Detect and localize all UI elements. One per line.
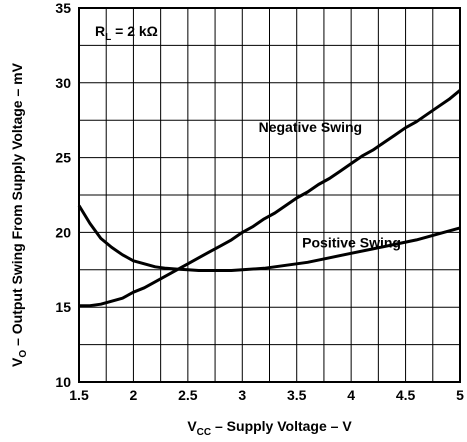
x-tick-label: 5 — [456, 387, 464, 403]
x-tick-label: 3.5 — [287, 387, 307, 403]
grid — [78, 7, 461, 383]
annotation-main: R — [95, 23, 105, 39]
annotation-rest: = 2 kΩ — [111, 23, 158, 39]
y-axis-title: VO – Output Swing From Supply Voltage – … — [9, 62, 29, 367]
y-tick-label: 15 — [55, 299, 71, 315]
x-tick-label: 3 — [238, 387, 246, 403]
load-resistance-annotation: RL = 2 kΩ — [95, 23, 158, 43]
series-line-negative-swing — [79, 89, 461, 308]
y-tick-label: 30 — [55, 75, 71, 91]
series-line-positive-swing — [77, 204, 461, 272]
x-tick-label: 4 — [347, 387, 355, 403]
series-label-positive-swing: Positive Swing — [302, 234, 401, 250]
x-tick-label: 4.5 — [396, 387, 416, 403]
y-tick-label: 25 — [55, 150, 71, 166]
plot-frame — [78, 7, 461, 383]
y-axis-title-sub: O — [18, 350, 29, 358]
series-label-negative-swing: Negative Swing — [259, 119, 362, 135]
x-tick-label: 2.5 — [178, 387, 198, 403]
y-axis-title-main: V — [9, 357, 25, 367]
y-tick-label: 10 — [55, 374, 71, 390]
tick-labels: 1.5 2 2.5 3 3.5 4 4.5 5 10 15 20 25 30 35 — [55, 0, 464, 403]
annotation-sub: L — [105, 32, 111, 43]
x-axis-title-rest: – Supply Voltage – V — [211, 418, 352, 434]
x-axis-title: VCC – Supply Voltage – V — [187, 418, 352, 438]
x-axis-title-sub: CC — [197, 427, 211, 438]
y-axis-title-rest: – Output Swing From Supply Voltage – mV — [9, 62, 25, 349]
x-axis-title-main: V — [187, 418, 197, 434]
y-tick-label: 20 — [55, 224, 71, 240]
x-tick-label: 1.5 — [69, 387, 89, 403]
x-tick-label: 2 — [130, 387, 138, 403]
y-tick-label: 35 — [55, 0, 71, 16]
series-labels: Negative Swing Positive Swing — [259, 119, 401, 250]
series-layer — [77, 89, 461, 308]
